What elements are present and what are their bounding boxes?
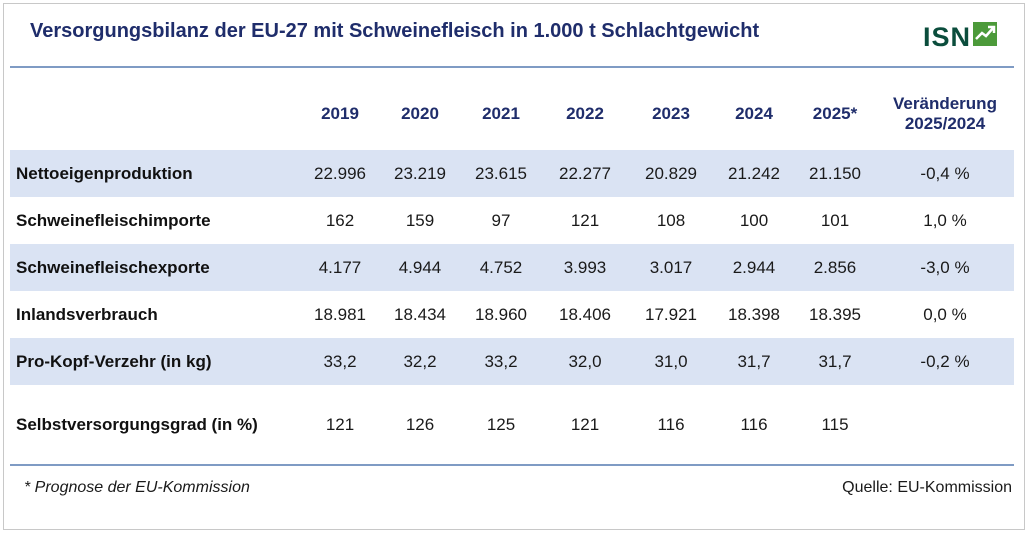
table-cell: 23.219 [380, 150, 460, 197]
table-cell: 21.150 [794, 150, 876, 197]
row-label: Pro-Kopf-Verzehr (in kg) [10, 338, 300, 385]
table-cell: 23.615 [460, 150, 542, 197]
table-cell: 159 [405, 210, 435, 230]
table-cell: 4.752 [460, 244, 542, 291]
table-row: Schweinefleischimporte 162 159 97 121 10… [10, 197, 1014, 244]
isn-logo-icon [973, 22, 998, 51]
table-row: Nettoeigenproduktion 22.996 23.219 23.61… [10, 150, 1014, 197]
page-title: Versorgungsbilanz der EU-27 mit Schweine… [30, 20, 760, 42]
column-header-change: Veränderung 2025/2024 [876, 78, 1014, 150]
column-header: 2021 [482, 104, 520, 123]
source-note: Quelle: EU-Kommission [842, 479, 1012, 496]
header-rule [10, 66, 1014, 68]
change-header-line1: Veränderung [893, 94, 997, 113]
change-cell: 0,0 % [923, 304, 967, 324]
table-cell: 125 [486, 414, 516, 434]
table-row: Pro-Kopf-Verzehr (in kg) 33,2 32,2 33,2 … [10, 338, 1014, 385]
table-cell: 31,7 [714, 338, 794, 385]
row-label: Nettoeigenproduktion [10, 150, 300, 197]
change-cell: -3,0 % [876, 244, 1014, 291]
footnote: * Prognose der EU-Kommission [24, 479, 250, 496]
table-cell: 97 [491, 210, 511, 230]
table-cell: 3.017 [628, 244, 714, 291]
table-cell: 2.944 [714, 244, 794, 291]
table-cell: 31,7 [794, 338, 876, 385]
table-cell: 18.960 [475, 304, 527, 324]
table-cell: 121 [325, 414, 355, 434]
table-cell: 116 [740, 414, 768, 434]
header-label-cell [10, 78, 300, 150]
table-cell: 31,0 [628, 338, 714, 385]
table-cell: 2.856 [794, 244, 876, 291]
table-cell: 126 [405, 414, 435, 434]
table-cell: 18.434 [394, 304, 446, 324]
column-header: 2022 [566, 104, 604, 123]
table-cell: 115 [821, 414, 849, 434]
table-cell: 32,0 [542, 338, 628, 385]
table-row: Inlandsverbrauch 18.981 18.434 18.960 18… [10, 291, 1014, 338]
table-cell: 121 [570, 210, 600, 230]
column-header: 2019 [321, 104, 359, 123]
row-label: Schweinefleischexporte [10, 244, 300, 291]
table-cell: 4.944 [380, 244, 460, 291]
table-cell: 4.177 [300, 244, 380, 291]
table-cell: 3.993 [542, 244, 628, 291]
table-cell: 32,2 [380, 338, 460, 385]
table-cell: 162 [325, 210, 355, 230]
table-cell: 18.981 [314, 304, 366, 324]
table-cell: 17.921 [645, 304, 697, 324]
table-cell: 20.829 [628, 150, 714, 197]
table-cell: 100 [739, 210, 769, 230]
row-label: Inlandsverbrauch [16, 304, 158, 324]
change-cell: -0,2 % [876, 338, 1014, 385]
table-cell: 116 [657, 414, 685, 434]
column-header: 2025* [812, 104, 858, 123]
table-cell: 101 [820, 210, 850, 230]
change-cell: -0,4 % [876, 150, 1014, 197]
table-cell: 18.395 [809, 304, 861, 324]
footer-rule [10, 464, 1014, 466]
table-row: Selbstversorgungsgrad (in %) 121 126 125… [10, 385, 1014, 464]
table-cell: 21.242 [714, 150, 794, 197]
table-cell: 108 [656, 210, 686, 230]
table-cell: 18.406 [559, 304, 611, 324]
isn-logo: ISN [923, 21, 998, 52]
table-cell: 33,2 [300, 338, 380, 385]
change-header-line2: 2025/2024 [904, 114, 986, 133]
table-cell: 22.277 [542, 150, 628, 197]
row-label: Schweinefleischimporte [16, 210, 211, 230]
change-cell [876, 385, 1014, 464]
table-cell: 121 [570, 414, 600, 434]
table-header-row: 2019 2020 2021 2022 2023 2024 2025* Verä… [10, 78, 1014, 150]
column-header: 2023 [652, 104, 690, 123]
column-header: 2020 [401, 104, 439, 123]
table-cell: 22.996 [300, 150, 380, 197]
table-row: Schweinefleischexporte 4.177 4.944 4.752… [10, 244, 1014, 291]
column-header: 2024 [735, 104, 773, 123]
table-cell: 33,2 [460, 338, 542, 385]
row-label: Selbstversorgungsgrad (in %) [16, 414, 258, 434]
logo-text: ISN [923, 21, 972, 52]
supply-balance-table: 2019 2020 2021 2022 2023 2024 2025* Verä… [10, 78, 1014, 464]
change-cell: 1,0 % [923, 210, 967, 230]
table-cell: 18.398 [728, 304, 780, 324]
